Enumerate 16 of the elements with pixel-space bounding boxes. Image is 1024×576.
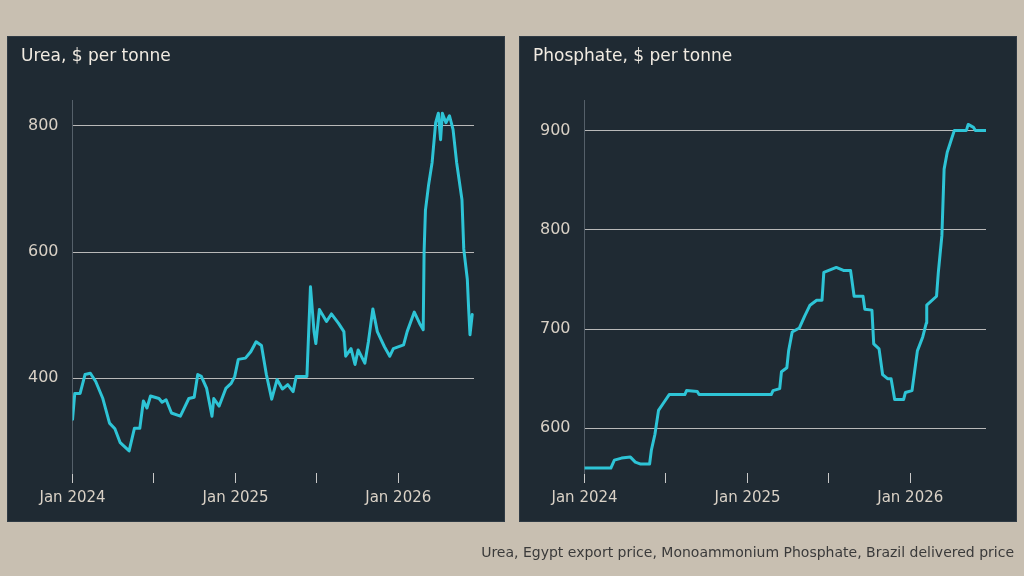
x-tick-label: Jan 2024 [550,487,618,506]
y-tick-label: 900 [539,119,571,139]
y-tick-label: 800 [539,218,571,238]
y-tick-label: 600 [539,417,571,437]
x-tick-label: Jan 2024 [38,487,106,506]
y-tick-label: 700 [539,318,571,338]
x-tick-label: Jan 2025 [713,487,781,506]
chart-title: Phosphate, $ per tonne [533,45,733,65]
x-tick-label: Jan 2026 [364,487,432,506]
y-tick-label: 400 [27,367,59,387]
y-tick-label: 800 [27,115,59,134]
y-tick-label: 600 [27,241,59,261]
chart-title: Urea, $ per tonne [21,45,171,65]
x-tick-label: Jan 2025 [201,487,269,506]
text: Urea, Egypt export price, Monoammonium Phosphate, Brazil delivered price [481,544,1014,560]
x-tick-label: Jan 2026 [876,487,944,506]
